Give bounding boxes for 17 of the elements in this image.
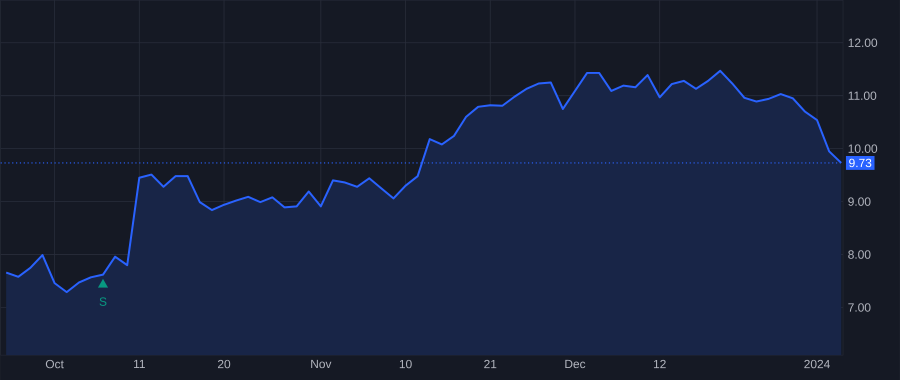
x-tick-label: 10 [400, 360, 412, 368]
y-tick-label: 11.00 [848, 91, 876, 100]
ref-line-label: 9.73 [849, 158, 872, 167]
x-tick-label: Nov [311, 360, 332, 368]
y-tick-label: 12.00 [848, 38, 878, 47]
x-tick-label: Dec [565, 360, 586, 368]
x-tick-label: 20 [218, 360, 230, 368]
x-tick-label: 11 [134, 360, 145, 368]
x-tick-label: 21 [484, 360, 496, 368]
x-tick-label: 2024 [804, 360, 830, 368]
data-label: S [100, 297, 106, 306]
y-tick-label: 9.00 [848, 197, 871, 206]
x-tick-label: Oct [46, 360, 64, 368]
y-tick-label: 8.00 [848, 250, 871, 259]
x-tick-label: 12 [654, 360, 666, 368]
y-tick-label: 10.00 [848, 144, 878, 153]
y-tick-label: 7.00 [848, 303, 871, 312]
